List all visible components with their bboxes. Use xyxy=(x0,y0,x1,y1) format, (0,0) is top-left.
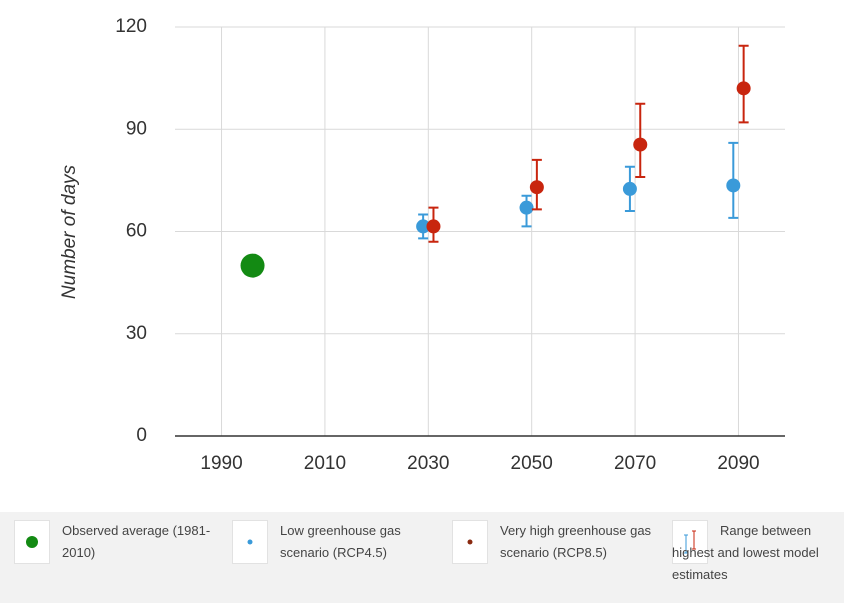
x-tick-label: 2030 xyxy=(407,453,449,474)
legend-label: Very high greenhouse gas scenario (RCP8.… xyxy=(500,523,652,560)
chart: Number of days 0 30 60 90 120 1990 2010 2030 205… xyxy=(59,16,785,474)
legend-icon xyxy=(232,520,268,564)
legend-note: Range between highest and lowest model e… xyxy=(672,523,819,582)
y-tick-label: 30 xyxy=(126,323,147,344)
legend-label: Low greenhouse gas scenario (RCP4.5) xyxy=(280,523,401,560)
point xyxy=(726,178,741,193)
x-tick-label: 1990 xyxy=(200,453,242,474)
point xyxy=(633,137,648,152)
y-tick-label: 0 xyxy=(136,425,147,446)
legend-label: Observed average (1981-2010) xyxy=(62,523,211,560)
point xyxy=(416,219,431,234)
y-axis-label: Number of days xyxy=(59,164,80,299)
x-tick-label: 2090 xyxy=(717,453,759,474)
point xyxy=(426,219,441,234)
y-tick-label: 120 xyxy=(115,16,147,37)
point xyxy=(519,200,534,215)
point xyxy=(736,81,751,96)
x-tick-label: 2010 xyxy=(304,453,346,474)
point xyxy=(529,180,544,195)
x-tick-label: 2070 xyxy=(614,453,656,474)
legend-icon xyxy=(672,520,708,564)
point xyxy=(240,253,265,278)
y-tick-label: 90 xyxy=(126,118,147,139)
legend-icon xyxy=(14,520,50,564)
point xyxy=(622,181,637,196)
legend-icon xyxy=(452,520,488,564)
y-tick-label: 60 xyxy=(126,221,147,242)
legend: Observed average (1981-2010) Low greenho… xyxy=(0,512,844,603)
x-tick-label: 2050 xyxy=(511,453,553,474)
